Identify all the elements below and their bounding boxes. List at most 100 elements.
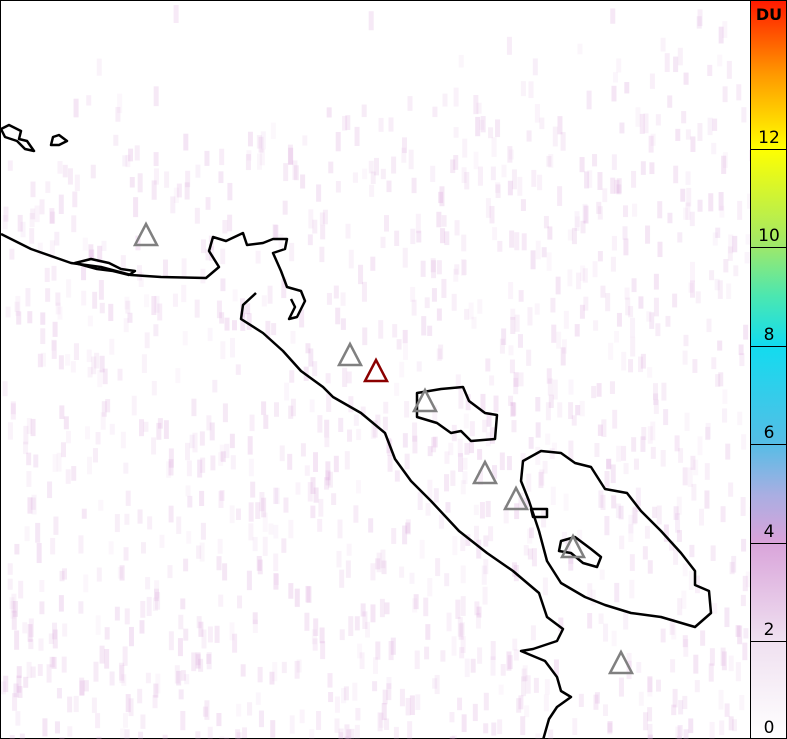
so2-pixel — [232, 633, 238, 653]
so2-pixel — [500, 663, 506, 676]
so2-pixel — [745, 234, 751, 245]
so2-pixel — [707, 117, 713, 136]
so2-pixel — [45, 181, 51, 193]
so2-pixel — [431, 288, 437, 302]
so2-pixel — [49, 656, 55, 668]
so2-pixel — [547, 226, 553, 240]
so2-pixel — [669, 618, 675, 635]
so2-pixel — [685, 202, 691, 220]
so2-pixel — [535, 397, 541, 412]
so2-pixel — [258, 136, 264, 153]
so2-pixel — [444, 474, 450, 492]
so2-pixel — [578, 693, 584, 707]
so2-pixel — [710, 545, 716, 561]
so2-pixel — [610, 464, 616, 484]
so2-pixel — [23, 441, 29, 455]
so2-pixel — [25, 288, 31, 307]
so2-pixel — [200, 239, 206, 254]
so2-pixel — [328, 161, 334, 174]
so2-pixel — [513, 649, 519, 661]
so2-pixel — [23, 676, 29, 688]
so2-pixel — [464, 171, 470, 190]
so2-pixel — [61, 656, 67, 673]
so2-pixel — [340, 292, 346, 306]
so2-pixel — [95, 615, 101, 635]
so2-pixel — [255, 250, 261, 264]
so2-pixel — [660, 37, 666, 52]
so2-pixel — [296, 659, 302, 673]
so2-pixel — [563, 493, 569, 511]
so2-pixel — [647, 707, 653, 722]
so2-pixel — [648, 135, 654, 153]
so2-pixel — [541, 247, 547, 258]
so2-pixel — [206, 415, 212, 431]
so2-pixel — [507, 146, 513, 163]
so2-pixel — [207, 327, 213, 342]
so2-pixel — [514, 232, 520, 251]
so2-pixel — [460, 480, 466, 495]
so2-pixel — [606, 458, 612, 469]
so2-pixel — [96, 567, 102, 582]
coastline-mainland-south — [239, 292, 573, 739]
so2-pixel — [235, 729, 241, 739]
so2-pixel — [38, 638, 44, 651]
so2-pixel — [30, 208, 36, 220]
so2-pixel — [539, 117, 545, 130]
so2-pixel — [681, 590, 687, 609]
so2-pixel — [246, 150, 252, 161]
so2-pixel — [539, 469, 545, 486]
so2-pixel — [383, 215, 389, 232]
so2-pixel — [521, 233, 527, 251]
so2-pixel — [30, 181, 36, 198]
so2-pixel — [212, 379, 218, 393]
so2-pixel — [733, 265, 739, 277]
so2-pixel — [438, 191, 444, 204]
so2-pixel — [365, 621, 371, 638]
so2-pixel — [378, 320, 384, 339]
so2-pixel — [724, 703, 730, 717]
so2-pixel — [712, 603, 718, 614]
so2-pixel — [674, 435, 680, 452]
so2-pixel — [204, 700, 210, 720]
so2-pixel — [197, 459, 203, 478]
so2-pixel — [139, 620, 145, 634]
so2-pixel — [73, 343, 79, 361]
so2-pixel — [2, 214, 8, 230]
so2-pixel — [348, 616, 354, 636]
so2-pixel — [690, 136, 696, 152]
so2-pixel — [183, 628, 189, 641]
so2-pixel — [514, 503, 520, 520]
so2-pixel — [384, 602, 390, 615]
so2-pixel — [124, 513, 130, 525]
so2-pixel — [647, 734, 653, 739]
so2-pixel — [227, 214, 233, 232]
so2-pixel — [325, 461, 331, 481]
so2-pixel — [436, 211, 442, 228]
so2-pixel — [550, 297, 556, 313]
so2-pixel — [499, 452, 505, 471]
so2-pixel — [30, 497, 36, 510]
so2-pixel — [495, 184, 501, 198]
so2-pixel — [82, 237, 88, 251]
so2-pixel — [340, 318, 346, 330]
so2-pixel — [482, 419, 488, 433]
so2-pixel — [435, 558, 441, 577]
so2-pixel — [697, 123, 703, 141]
so2-pixel — [84, 426, 90, 440]
so2-pixel — [37, 242, 43, 256]
so2-pixel — [436, 308, 442, 321]
so2-pixel — [675, 726, 681, 739]
so2-pixel — [370, 420, 376, 439]
so2-pixel — [673, 546, 679, 565]
so2-pixel — [49, 240, 55, 259]
so2-pixel — [248, 458, 254, 477]
so2-pixel — [567, 229, 573, 241]
so2-pixel — [560, 132, 566, 151]
so2-pixel — [629, 554, 635, 571]
so2-pixel — [122, 155, 128, 167]
so2-pixel — [688, 282, 694, 293]
so2-pixel — [59, 405, 65, 419]
so2-pixel — [485, 500, 491, 518]
so2-pixel — [380, 549, 386, 569]
so2-pixel — [628, 359, 634, 373]
